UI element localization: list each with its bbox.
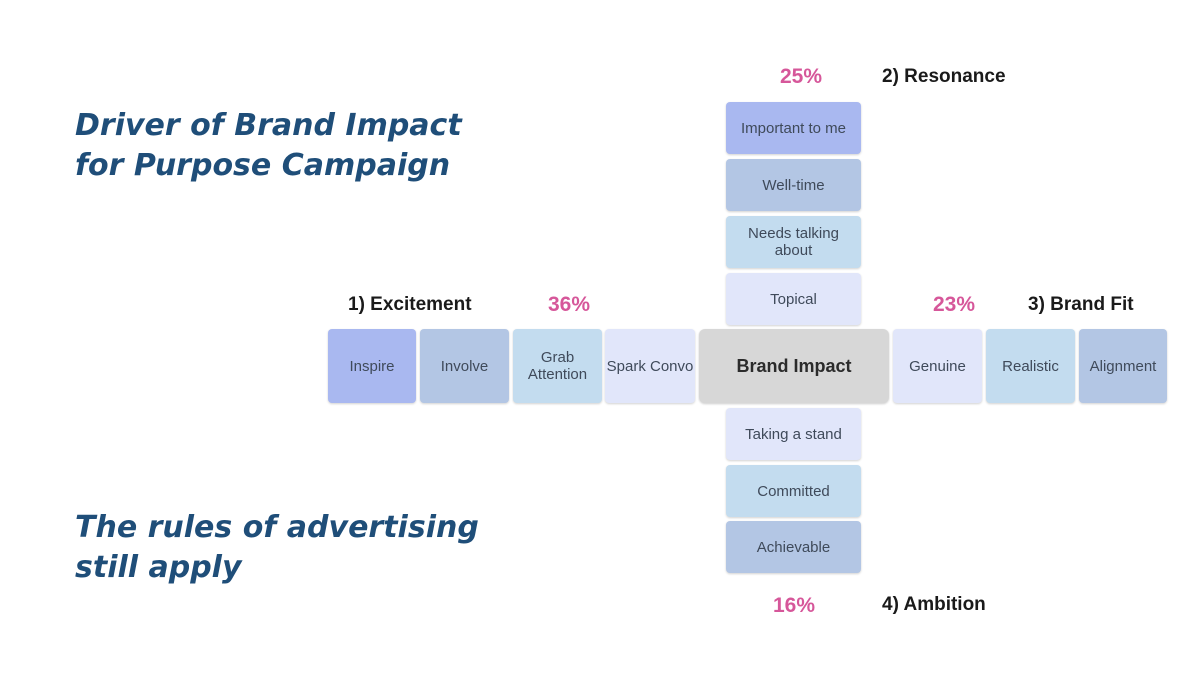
- item-label: Taking a stand: [745, 425, 842, 443]
- excitement-item-grab-attention: Grab Attention: [513, 329, 602, 403]
- item-label: Realistic: [1002, 357, 1059, 375]
- item-label: Inspire: [349, 357, 395, 375]
- ambition-label: 4) Ambition: [882, 594, 986, 615]
- item-label: Well-time: [762, 176, 825, 194]
- resonance-percent: 25%: [779, 65, 823, 88]
- resonance-item-important-to-me: Important to me: [726, 102, 861, 154]
- excitement-label: 1) Excitement: [348, 294, 472, 315]
- ambition-item-committed: Committed: [726, 465, 861, 517]
- excitement-item-spark-convo: Spark Convo: [605, 329, 695, 403]
- subtitle-line-1: The rules of advertising: [75, 510, 479, 545]
- resonance-item-needs-talking-about: Needs talking about: [726, 216, 861, 268]
- item-label: Achievable: [756, 538, 831, 556]
- excitement-item-inspire: Inspire: [328, 329, 416, 403]
- item-label: Genuine: [909, 357, 966, 375]
- subtitle: The rules of advertising still apply: [75, 508, 479, 588]
- ambition-percent: 16%: [772, 594, 816, 617]
- page-title-line-1: Driver of Brand Impact: [75, 108, 462, 143]
- resonance-item-topical: Topical: [726, 273, 861, 325]
- brand-impact-hub: Brand Impact: [699, 329, 889, 403]
- page-title-line-2: for Purpose Campaign: [75, 148, 451, 183]
- brand-fit-item-genuine: Genuine: [893, 329, 982, 403]
- page-title: Driver of Brand Impact for Purpose Campa…: [75, 106, 462, 186]
- item-label: Grab Attention: [527, 349, 588, 383]
- resonance-label: 2) Resonance: [882, 66, 1006, 87]
- resonance-item-well-time: Well-time: [726, 159, 861, 211]
- item-label: Topical: [770, 290, 817, 308]
- excitement-percent: 36%: [547, 293, 591, 316]
- item-label: Spark Convo: [606, 357, 694, 375]
- brand-impact-label: Brand Impact: [736, 355, 852, 376]
- excitement-item-involve: Involve: [420, 329, 509, 403]
- item-label: Involve: [440, 357, 489, 375]
- brand-fit-percent: 23%: [932, 293, 976, 316]
- ambition-item-taking-a-stand: Taking a stand: [726, 408, 861, 460]
- item-label: Alignment: [1089, 357, 1157, 375]
- item-label: Important to me: [740, 119, 847, 137]
- brand-fit-label: 3) Brand Fit: [1028, 294, 1134, 315]
- item-label: Committed: [757, 482, 830, 500]
- subtitle-line-2: still apply: [75, 550, 242, 585]
- item-label: Needs talking about: [748, 225, 839, 259]
- brand-fit-item-realistic: Realistic: [986, 329, 1075, 403]
- ambition-item-achievable: Achievable: [726, 521, 861, 573]
- brand-fit-item-alignment: Alignment: [1079, 329, 1167, 403]
